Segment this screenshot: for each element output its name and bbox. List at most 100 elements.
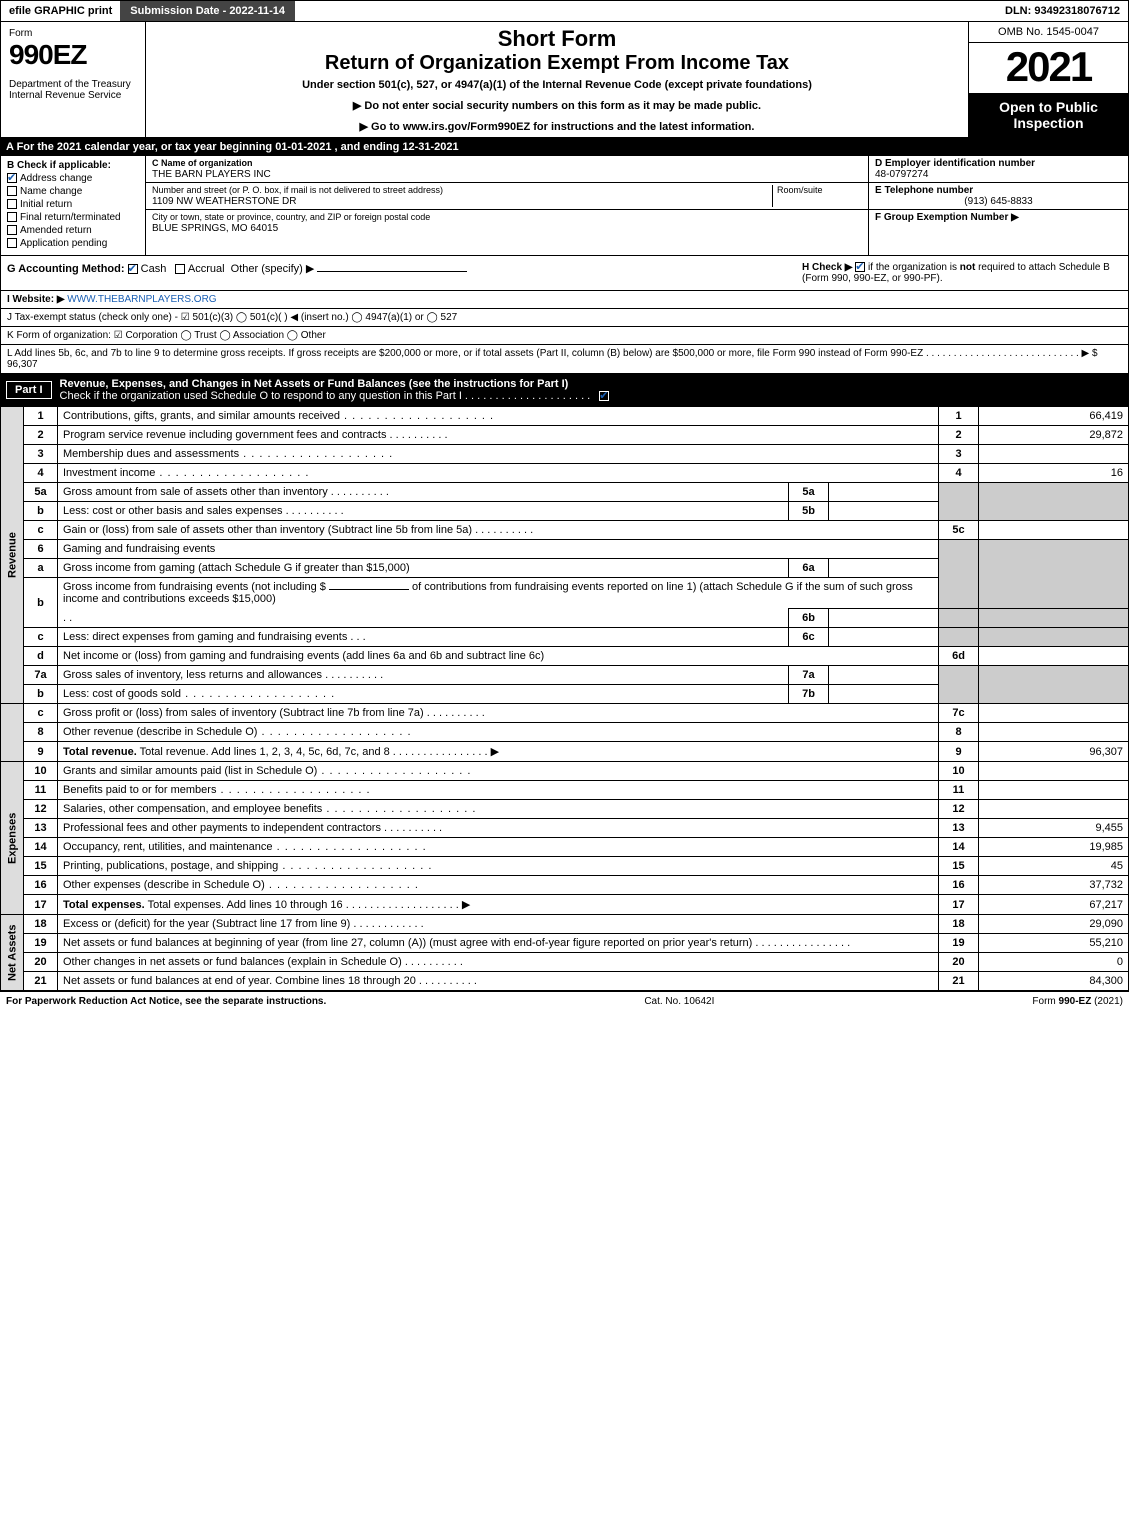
line-num: c [24, 521, 58, 540]
line-desc: Membership dues and assessments [63, 448, 393, 460]
col-num: 11 [939, 781, 979, 800]
col-num: 19 [939, 934, 979, 953]
line-num: 14 [24, 838, 58, 857]
col-num: 2 [939, 426, 979, 445]
line-desc: Grants and similar amounts paid (list in… [63, 765, 471, 777]
g-label: G Accounting Method: [7, 263, 125, 275]
line-num: 2 [24, 426, 58, 445]
col-val: 19,985 [979, 838, 1129, 857]
line-num: 13 [24, 819, 58, 838]
ssn-warning: ▶ Do not enter social security numbers o… [154, 99, 960, 112]
line-num: 12 [24, 800, 58, 819]
short-form-title: Short Form [154, 26, 960, 52]
total-rev-label: Total revenue. [63, 746, 137, 758]
col-num: 4 [939, 464, 979, 483]
line-desc: Other changes in net assets or fund bala… [63, 956, 463, 968]
sub-num: 6a [789, 559, 829, 578]
col-num: 7c [939, 704, 979, 723]
goto-link[interactable]: ▶ Go to www.irs.gov/Form990EZ for instru… [154, 120, 960, 133]
line-num: 10 [24, 762, 58, 781]
line-desc: Gaming and fundraising events [58, 540, 939, 559]
phone-value: (913) 645-8833 [875, 196, 1122, 207]
total-exp-label: Total expenses. [63, 899, 145, 911]
line-num: 9 [24, 742, 58, 762]
checkbox-name-change[interactable] [7, 186, 17, 196]
department-label: Department of the Treasury Internal Reve… [9, 79, 139, 101]
line-num: 18 [24, 915, 58, 934]
c-label: C Name of organization [152, 158, 253, 168]
irs-link[interactable]: ▶ Go to www.irs.gov/Form990EZ for instru… [360, 121, 755, 133]
line-num: 6 [24, 540, 58, 559]
tax-year: 2021 [969, 43, 1128, 93]
part-check-text: Check if the organization used Schedule … [60, 390, 462, 402]
col-val [979, 781, 1129, 800]
accrual-label: Accrual [188, 263, 225, 275]
checkbox-schedule-o[interactable] [599, 391, 609, 401]
line-num: b [24, 685, 58, 704]
checkbox-label: Application pending [20, 238, 107, 249]
checkbox-h[interactable] [855, 262, 865, 272]
line-num: 21 [24, 972, 58, 991]
page-footer: For Paperwork Reduction Act Notice, see … [0, 991, 1129, 1011]
row-l-text: L Add lines 5b, 6c, and 7b to line 9 to … [7, 348, 1098, 359]
line-num: 19 [24, 934, 58, 953]
open-public-badge: Open to Public Inspection [969, 93, 1128, 137]
sub-val [829, 628, 939, 647]
line-num: 4 [24, 464, 58, 483]
sub-num: 5b [789, 502, 829, 521]
checkbox-address-change[interactable] [7, 173, 17, 183]
line-desc: Less: cost or other basis and sales expe… [63, 505, 344, 517]
org-address: 1109 NW WEATHERSTONE DR [152, 196, 296, 207]
website-link[interactable]: WWW.THEBARNPLAYERS.ORG [67, 294, 216, 305]
row-g-h: G Accounting Method: Cash Accrual Other … [0, 256, 1129, 291]
part-title: Revenue, Expenses, and Changes in Net As… [60, 378, 569, 390]
line-desc: Gross profit or (loss) from sales of inv… [63, 707, 485, 719]
line-desc: Net assets or fund balances at end of ye… [63, 975, 477, 987]
sub-num: 7a [789, 666, 829, 685]
line-desc: Other revenue (describe in Schedule O) [63, 726, 412, 738]
column-b-checkboxes: B Check if applicable: Address change Na… [1, 156, 146, 255]
col-num: 20 [939, 953, 979, 972]
line-desc: Contributions, gifts, grants, and simila… [63, 410, 494, 422]
col-val: 45 [979, 857, 1129, 876]
checkbox-amended[interactable] [7, 225, 17, 235]
line-num: d [24, 647, 58, 666]
line-desc: Gross sales of inventory, less returns a… [63, 669, 383, 681]
d-label: D Employer identification number [875, 158, 1035, 169]
org-name: THE BARN PLAYERS INC [152, 169, 271, 180]
line-num: c [24, 628, 58, 647]
col-b-label: B Check if applicable: [7, 160, 139, 171]
checkbox-initial-return[interactable] [7, 199, 17, 209]
line-num: 15 [24, 857, 58, 876]
f-label: F Group Exemption Number ▶ [875, 212, 1019, 223]
line-desc: Occupancy, rent, utilities, and maintena… [63, 841, 427, 853]
sub-num: 7b [789, 685, 829, 704]
other-specify-blank[interactable] [317, 271, 467, 272]
line-desc: Printing, publications, postage, and shi… [63, 860, 432, 872]
checkbox-pending[interactable] [7, 238, 17, 248]
part-1-header: Part I Revenue, Expenses, and Changes in… [0, 374, 1129, 406]
h-label: H Check ▶ [802, 262, 852, 273]
line-num: 5a [24, 483, 58, 502]
line-desc: Excess or (deficit) for the year (Subtra… [63, 918, 350, 930]
col-num: 5c [939, 521, 979, 540]
row-a-tax-year: A For the 2021 calendar year, or tax yea… [0, 138, 1129, 156]
line-desc: Gross income from gaming (attach Schedul… [58, 559, 789, 578]
col-val [979, 521, 1129, 540]
sub-val [829, 685, 939, 704]
checkbox-accrual[interactable] [175, 264, 185, 274]
efile-label[interactable]: efile GRAPHIC print [1, 1, 120, 21]
cash-label: Cash [141, 263, 167, 275]
line-num: b [24, 502, 58, 521]
col-num: 16 [939, 876, 979, 895]
line-num: 7a [24, 666, 58, 685]
line-num: 17 [24, 895, 58, 915]
checkbox-final-return[interactable] [7, 212, 17, 222]
row-l-gross-receipts: L Add lines 5b, 6c, and 7b to line 9 to … [0, 345, 1129, 374]
ein-value: 48-0797274 [875, 169, 928, 180]
top-bar: efile GRAPHIC print Submission Date - 20… [0, 0, 1129, 22]
col-num: 17 [939, 895, 979, 915]
checkbox-cash[interactable] [128, 264, 138, 274]
line-desc: Investment income [63, 467, 309, 479]
other-label: Other (specify) ▶ [231, 263, 315, 275]
